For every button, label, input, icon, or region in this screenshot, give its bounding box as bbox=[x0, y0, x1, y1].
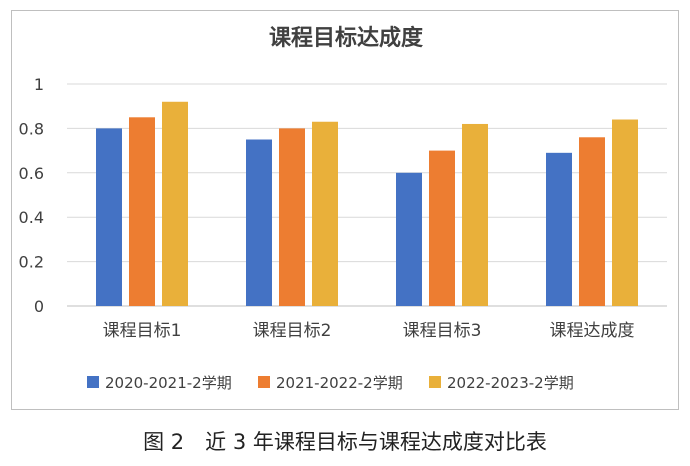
category-label: 课程达成度 bbox=[550, 321, 635, 341]
bar-2-3 bbox=[429, 150, 455, 306]
legend-label: 2020-2021-2学期 bbox=[105, 374, 232, 392]
bar-1-2 bbox=[246, 139, 272, 306]
bar-1-4 bbox=[546, 152, 572, 306]
category-label: 课程目标2 bbox=[253, 321, 332, 341]
y-tick-label: 0 bbox=[34, 297, 44, 316]
y-tick-label: 0.8 bbox=[19, 119, 44, 138]
y-tick-label: 0.4 bbox=[19, 208, 44, 227]
bar-3-3 bbox=[462, 123, 488, 307]
legend-swatch bbox=[87, 376, 99, 388]
bar-3-1 bbox=[162, 101, 188, 306]
category-label: 课程目标1 bbox=[103, 321, 182, 341]
legend-label: 2021-2022-2学期 bbox=[276, 374, 403, 392]
figure-caption: 图 2 近 3 年课程目标与课程达成度对比表 bbox=[143, 430, 547, 454]
y-tick-label: 0.6 bbox=[19, 164, 44, 183]
category-labels: 课程目标1 课程目标2 课程目标3 课程达成度 bbox=[103, 321, 635, 341]
bar-3-2 bbox=[312, 121, 338, 307]
legend-label: 2022-2023-2学期 bbox=[447, 374, 574, 392]
bars bbox=[96, 101, 638, 307]
category-label: 课程目标3 bbox=[403, 321, 482, 341]
bar-2-2 bbox=[279, 128, 305, 306]
y-axis-ticks: 0 0.2 0.4 0.6 0.8 1 bbox=[19, 75, 44, 316]
chart-title: 课程目标达成度 bbox=[269, 25, 424, 51]
bar-2-1 bbox=[129, 117, 155, 306]
legend: 2020-2021-2学期 2021-2022-2学期 2022-2023-2学期 bbox=[87, 374, 574, 392]
bar-2-4 bbox=[579, 137, 605, 306]
bar-1-1 bbox=[96, 128, 122, 306]
y-tick-label: 0.2 bbox=[19, 253, 44, 272]
bar-3-4 bbox=[612, 119, 638, 307]
chart-frame: 课程目标达成度 0 0.2 0.4 0.6 0.8 1 课程目标1 课程目标2 课程目标3 课程… bbox=[11, 10, 679, 410]
legend-swatch bbox=[258, 376, 270, 388]
y-tick-label: 1 bbox=[34, 75, 44, 94]
bar-chart: 课程目标达成度 00.20.40.60.81 课程目标1 课程目标2 课程目标3 课程… bbox=[19, 25, 667, 392]
legend-swatch bbox=[429, 376, 441, 388]
grid-lines bbox=[67, 83, 667, 307]
bar-1-3 bbox=[396, 172, 422, 306]
